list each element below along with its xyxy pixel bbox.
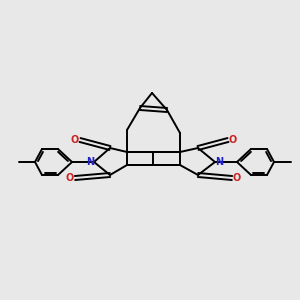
- Text: O: O: [66, 173, 74, 183]
- Text: O: O: [233, 173, 241, 183]
- Text: N: N: [86, 157, 94, 167]
- Text: O: O: [229, 135, 237, 145]
- Text: N: N: [215, 157, 223, 167]
- Text: O: O: [71, 135, 79, 145]
